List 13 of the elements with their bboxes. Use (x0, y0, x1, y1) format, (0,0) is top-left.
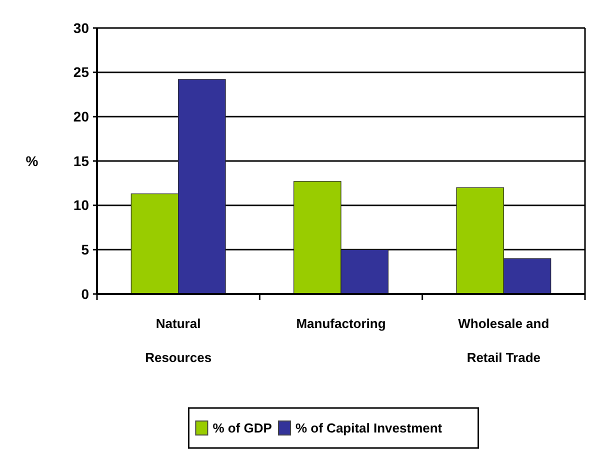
y-tick-label: 25 (73, 64, 90, 80)
y-tick-label: 10 (73, 197, 90, 214)
y-tick-label: 30 (73, 20, 90, 36)
y-axis-title: % (26, 152, 39, 169)
category-label: Natural Resources (145, 316, 212, 365)
x-tick-label: Manufactoring (296, 316, 386, 331)
legend-label: % of Capital Investment (296, 420, 443, 436)
legend-label: % of GDP (212, 420, 272, 436)
y-tick-label: 15 (73, 152, 90, 169)
y-tick-label: 20 (73, 108, 90, 125)
category-label: Wholesale and Retail Trade (458, 316, 550, 365)
y-tick-label: 0 (81, 286, 90, 302)
y-tick-label: 5 (81, 242, 90, 258)
